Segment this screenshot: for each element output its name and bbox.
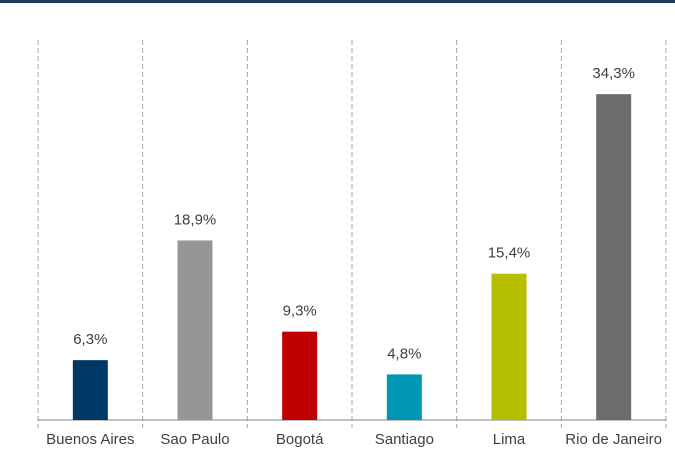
x-tick-label: Sao Paulo xyxy=(160,431,229,448)
value-label: 18,9% xyxy=(174,211,217,228)
x-tick-label: Rio de Janeiro xyxy=(565,431,662,448)
bar xyxy=(72,360,108,420)
value-label: 9,3% xyxy=(283,303,317,320)
value-label: 15,4% xyxy=(488,245,531,262)
x-tick-label: Lima xyxy=(493,431,526,448)
top-rule xyxy=(0,0,675,3)
x-tick-label: Santiago xyxy=(375,431,434,448)
bar xyxy=(491,273,527,420)
bar xyxy=(177,240,213,420)
bar xyxy=(596,94,632,421)
value-label: 4,8% xyxy=(387,345,421,362)
value-label: 34,3% xyxy=(592,65,635,82)
bar xyxy=(386,374,422,420)
value-label: 6,3% xyxy=(73,331,107,348)
x-tick-label: Buenos Aires xyxy=(46,431,134,448)
bar xyxy=(282,331,318,420)
x-tick-label: Bogotá xyxy=(276,431,324,448)
